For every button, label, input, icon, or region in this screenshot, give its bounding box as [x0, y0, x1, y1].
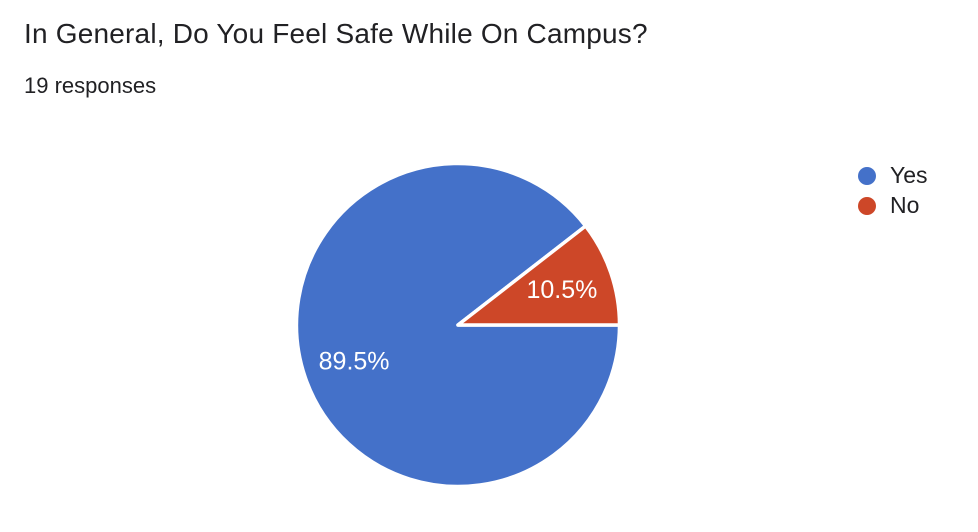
legend-dot-yes-icon	[858, 166, 876, 185]
question-title: In General, Do You Feel Safe While On Ca…	[24, 18, 648, 49]
chart-legend: Yes No	[858, 162, 928, 218]
legend-label-no: No	[890, 192, 920, 218]
legend-label-yes: Yes	[890, 162, 928, 188]
responses-count: 19 responses	[24, 73, 157, 98]
legend-item-yes: Yes	[858, 162, 928, 188]
slice-label-yes: 89.5%	[319, 347, 390, 375]
legend-dot-no-icon	[858, 196, 876, 215]
legend-item-no: No	[858, 192, 928, 218]
slice-label-no: 10.5%	[526, 276, 597, 304]
pie-slice-no[interactable]	[456, 224, 622, 327]
